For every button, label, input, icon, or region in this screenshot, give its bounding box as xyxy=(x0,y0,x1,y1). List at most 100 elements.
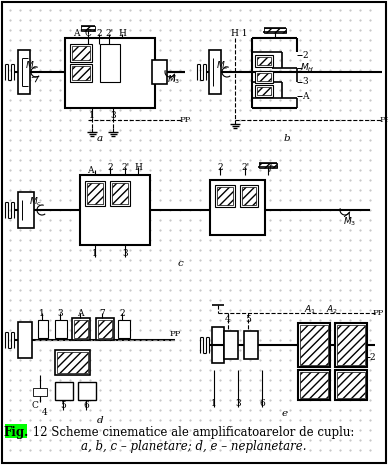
Text: A: A xyxy=(73,29,79,39)
Bar xyxy=(335,323,367,367)
Bar xyxy=(210,180,265,235)
Text: 1: 1 xyxy=(92,248,98,258)
Bar xyxy=(300,372,328,398)
Bar xyxy=(98,320,112,338)
Text: b: b xyxy=(284,133,290,142)
Text: a: a xyxy=(97,133,103,142)
Text: 2': 2' xyxy=(105,29,113,39)
Text: d: d xyxy=(97,416,103,425)
Bar xyxy=(242,187,256,205)
Bar xyxy=(255,85,273,97)
Bar xyxy=(87,183,103,204)
Bar xyxy=(298,370,330,400)
Text: 2': 2' xyxy=(241,162,249,172)
Bar xyxy=(257,57,271,65)
Text: 6: 6 xyxy=(83,400,89,410)
Text: $A_2$: $A_2$ xyxy=(326,304,338,316)
Bar xyxy=(298,323,330,367)
Bar xyxy=(217,187,233,205)
Bar xyxy=(72,46,90,60)
Text: 2: 2 xyxy=(302,51,308,60)
Bar xyxy=(72,318,90,340)
Text: PP: PP xyxy=(373,309,384,317)
Text: 1: 1 xyxy=(39,308,45,318)
Text: f: f xyxy=(268,162,272,172)
Bar xyxy=(18,50,30,94)
Text: 4: 4 xyxy=(42,407,48,417)
Text: 3: 3 xyxy=(122,248,128,258)
Bar xyxy=(118,320,130,338)
Text: $M_c$: $M_c$ xyxy=(29,196,43,208)
Text: H: H xyxy=(118,29,126,39)
Bar xyxy=(112,183,128,204)
Text: $A_1$: $A_1$ xyxy=(304,304,316,316)
Bar xyxy=(55,382,73,400)
Bar xyxy=(240,185,258,207)
Bar xyxy=(264,28,286,33)
Bar xyxy=(33,388,47,396)
Bar xyxy=(5,424,27,438)
Text: C: C xyxy=(31,400,38,410)
Bar xyxy=(152,60,167,84)
Bar xyxy=(300,325,328,365)
Text: $M_c$: $M_c$ xyxy=(217,60,230,72)
Text: 1: 1 xyxy=(211,399,217,407)
Bar xyxy=(255,55,273,67)
Bar xyxy=(65,38,155,108)
Bar xyxy=(209,50,221,94)
Bar xyxy=(337,372,365,398)
Bar xyxy=(257,87,271,95)
Bar xyxy=(38,320,48,338)
Text: 12 Scheme cinematice ale amplificatoarelor de cuplu:: 12 Scheme cinematice ale amplificatoarel… xyxy=(29,425,354,438)
Text: PP: PP xyxy=(180,116,191,124)
Bar xyxy=(18,192,34,228)
Text: 3: 3 xyxy=(110,111,116,120)
Bar xyxy=(55,320,67,338)
Bar xyxy=(255,71,273,83)
Text: PP: PP xyxy=(380,116,388,124)
Text: 5: 5 xyxy=(245,314,251,324)
Bar xyxy=(57,352,88,373)
Text: 6: 6 xyxy=(259,399,265,407)
Text: e: e xyxy=(282,408,288,418)
Text: a, b, c – planetare; d, e – neplanetare.: a, b, c – planetare; d, e – neplanetare. xyxy=(81,439,307,452)
Text: A: A xyxy=(302,92,308,100)
Bar xyxy=(78,382,96,400)
Text: 3: 3 xyxy=(302,78,308,86)
Bar xyxy=(74,320,88,338)
Text: $M_3$: $M_3$ xyxy=(343,216,357,228)
Text: H: H xyxy=(134,162,142,172)
Bar xyxy=(244,331,258,359)
Text: $M_3$: $M_3$ xyxy=(167,74,181,86)
Bar xyxy=(337,325,365,365)
Text: Fig.: Fig. xyxy=(3,425,29,438)
Bar xyxy=(259,163,277,168)
Bar xyxy=(55,350,90,375)
Text: 2: 2 xyxy=(119,308,125,318)
Bar xyxy=(70,44,92,62)
Text: C: C xyxy=(85,29,92,39)
Bar xyxy=(215,185,235,207)
Text: A: A xyxy=(77,308,83,318)
Text: 2: 2 xyxy=(369,352,375,361)
Bar xyxy=(18,322,32,358)
Text: 2: 2 xyxy=(217,162,223,172)
Text: 2': 2' xyxy=(121,162,129,172)
Text: 2: 2 xyxy=(107,162,113,172)
Text: 7: 7 xyxy=(99,308,105,318)
Bar xyxy=(70,64,92,82)
Bar xyxy=(212,327,224,363)
Text: PP: PP xyxy=(170,330,181,338)
Text: 3: 3 xyxy=(57,308,63,318)
Bar xyxy=(85,181,105,206)
Text: 3: 3 xyxy=(235,399,241,407)
Text: 1: 1 xyxy=(89,111,95,120)
Text: $M_c$: $M_c$ xyxy=(25,60,38,72)
Bar xyxy=(80,175,150,245)
Bar xyxy=(224,331,238,359)
Bar xyxy=(110,181,130,206)
Bar xyxy=(96,318,114,340)
Text: 5: 5 xyxy=(60,400,66,410)
Text: $M_H$: $M_H$ xyxy=(300,62,314,74)
Bar xyxy=(81,26,95,31)
